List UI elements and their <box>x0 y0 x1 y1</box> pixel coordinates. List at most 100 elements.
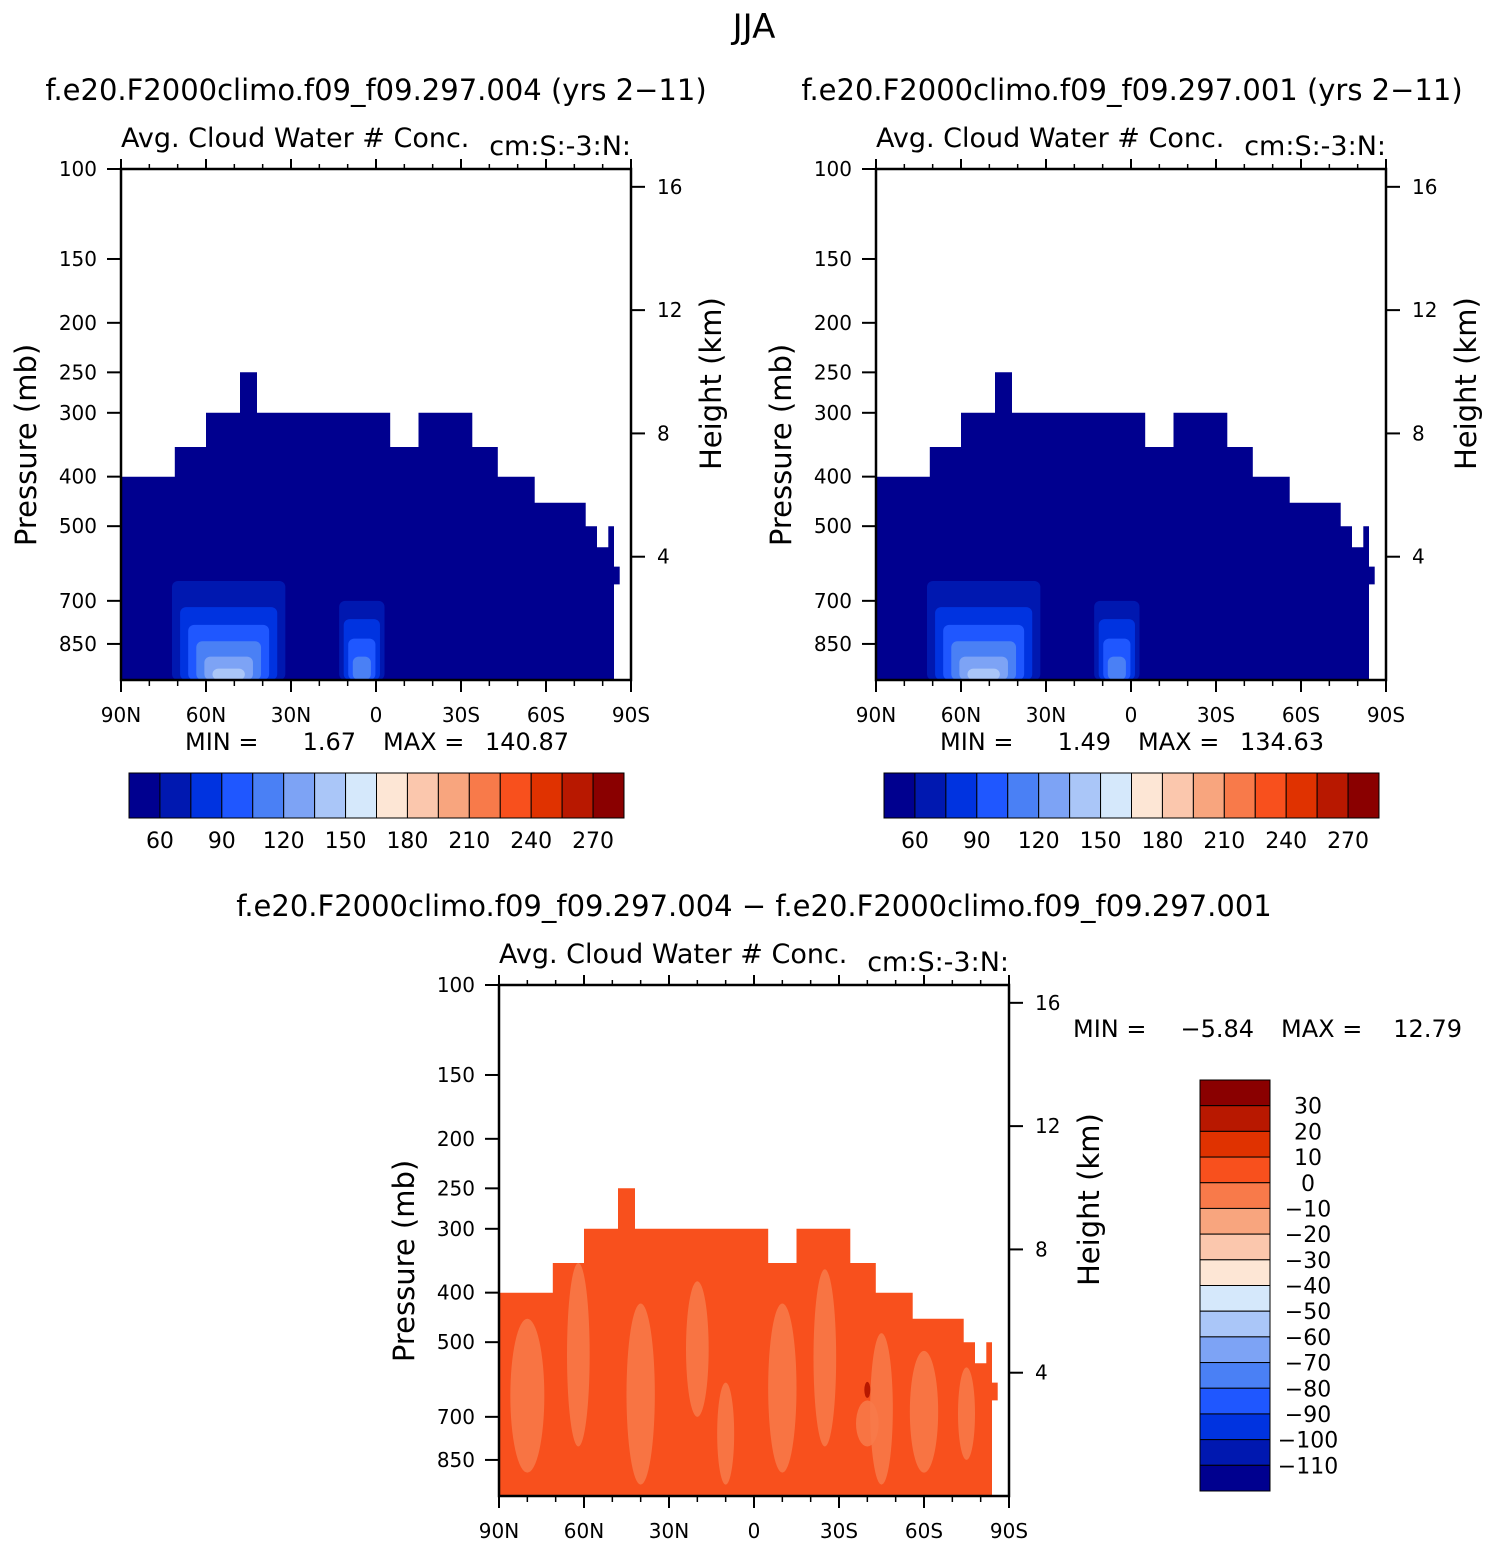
colorbar-box <box>406 772 439 819</box>
colorbar-box <box>1199 1233 1271 1261</box>
colorbar-box <box>1199 1130 1271 1158</box>
colorbar-box <box>1223 772 1256 819</box>
colorbar-label: 210 <box>448 829 490 854</box>
colorbar-box <box>1199 1207 1271 1235</box>
colorbar-box <box>1199 1387 1271 1415</box>
anomaly-patch-1 <box>567 1263 590 1447</box>
height-tick-label: 16 <box>657 175 682 199</box>
colorbar-label: −100 <box>1278 1429 1338 1454</box>
colorbar-box <box>314 772 347 819</box>
x-tick-label: 90S <box>612 703 650 727</box>
anomaly-patch-2 <box>626 1303 655 1485</box>
colorbar-label: −50 <box>1285 1300 1331 1325</box>
height-tick-label: 12 <box>1035 1114 1060 1138</box>
colorbar-label: −40 <box>1285 1275 1331 1300</box>
colorbar-label: 120 <box>263 829 305 854</box>
height-tick-label: 8 <box>657 421 670 445</box>
x-tick-label: 30S <box>820 1519 858 1543</box>
colorbar-box <box>1316 772 1349 819</box>
y-tick-label: 300 <box>814 401 852 425</box>
colorbar-label: 90 <box>208 829 236 854</box>
y-tick-label: 100 <box>59 157 97 181</box>
x-tick-label: 60S <box>905 1519 943 1543</box>
colorbar-box <box>1131 772 1163 819</box>
anomaly-patch-0 <box>510 1318 545 1473</box>
y-tick-label: 250 <box>437 1176 475 1200</box>
x-tick-label: 60N <box>941 703 981 727</box>
min-value: 1.49 <box>1058 728 1111 756</box>
y-tick-label: 200 <box>437 1127 475 1151</box>
height-tick-label: 8 <box>1412 421 1425 445</box>
colorbar-box <box>437 772 470 819</box>
height-tick-label: 16 <box>1035 991 1060 1015</box>
height-tick-label: 8 <box>1035 1237 1048 1261</box>
x-tick-label: 0 <box>370 703 383 727</box>
max-label: MAX = <box>383 728 464 756</box>
colorbar-box <box>976 772 1009 819</box>
y-tick-label: 850 <box>59 632 97 656</box>
y-tick-label: 250 <box>59 360 97 384</box>
x-tick-label: 30N <box>271 703 311 727</box>
y-tick-label: 500 <box>814 514 852 538</box>
colorbar-box <box>1069 772 1102 819</box>
y-tick-label: 150 <box>437 1063 475 1087</box>
plot-title: Avg. Cloud Water # Conc. <box>876 123 1224 154</box>
min-value: −5.84 <box>1180 1015 1254 1043</box>
y-tick-label: 300 <box>59 401 97 425</box>
colorbar-label: 240 <box>510 829 552 854</box>
colorbar-label: 30 <box>1294 1095 1322 1120</box>
max-label: MAX = <box>1281 1015 1362 1043</box>
height-tick-label: 4 <box>1412 545 1425 569</box>
colorbar-label: −10 <box>1285 1197 1331 1222</box>
max-value: 134.63 <box>1240 728 1324 756</box>
y-tick-label: 700 <box>814 589 852 613</box>
panel-left: 90N 60N 30N 0 30S 60S 90S 100 150 200 250 300 400 500… <box>9 123 728 854</box>
max-value: 140.87 <box>485 728 569 756</box>
x-tick-label: 60N <box>186 703 226 727</box>
colorbar-box <box>1199 1259 1271 1286</box>
season-title: JJA <box>731 7 776 47</box>
x-tick-label: 60S <box>527 703 565 727</box>
colorbar-box <box>345 772 377 819</box>
colorbar-box <box>190 772 223 819</box>
min-value: 1.67 <box>303 728 356 756</box>
colorbar-box <box>468 772 501 819</box>
colorbar-box <box>1199 1413 1271 1441</box>
y-axis-label: Pressure (mb) <box>387 1160 421 1362</box>
y-right-axis-label: Height (km) <box>1449 297 1483 470</box>
x-tick-label: 30N <box>1026 703 1066 727</box>
x-tick-label: 30S <box>1197 703 1235 727</box>
anomaly-patch-5 <box>813 1269 837 1447</box>
y-tick-label: 400 <box>59 465 97 489</box>
colorbar-box <box>1199 1079 1271 1107</box>
y-tick-label: 300 <box>437 1217 475 1241</box>
colorbar-box <box>1007 772 1040 819</box>
colorbar-label: 0 <box>1301 1172 1315 1197</box>
colorbar-box <box>1347 772 1380 819</box>
x-tick-label: 0 <box>748 1519 761 1543</box>
y-tick-label: 700 <box>59 589 97 613</box>
colorbar-box <box>1199 1464 1271 1492</box>
y-tick-label: 850 <box>814 632 852 656</box>
left-run-title: f.e20.F2000climo.f09_f09.297.004 (yrs 2−… <box>45 73 706 107</box>
colorbar-label: 90 <box>963 829 991 854</box>
y-tick-label: 500 <box>59 514 97 538</box>
y-axis-label: Pressure (mb) <box>9 344 43 546</box>
colorbar-box <box>561 772 594 819</box>
min-label: MIN = <box>185 728 258 756</box>
colorbar-box <box>499 772 532 819</box>
colorbar-label: 60 <box>901 829 929 854</box>
max-label: MAX = <box>1138 728 1219 756</box>
x-tick-label: 30N <box>649 1519 689 1543</box>
plot-units: cm:S:-3:N: <box>1244 131 1386 162</box>
y-tick-label: 700 <box>437 1405 475 1429</box>
x-tick-label: 90S <box>990 1519 1028 1543</box>
colorbar-label: −80 <box>1285 1377 1331 1402</box>
colorbar-label: 240 <box>1265 829 1307 854</box>
colorbar-label: 270 <box>1327 829 1369 854</box>
colorbar-label: 10 <box>1294 1146 1322 1171</box>
y-tick-label: 400 <box>814 465 852 489</box>
colorbar-label: 210 <box>1203 829 1245 854</box>
colorbar-box <box>1100 772 1132 819</box>
colorbar-box <box>1161 772 1194 819</box>
